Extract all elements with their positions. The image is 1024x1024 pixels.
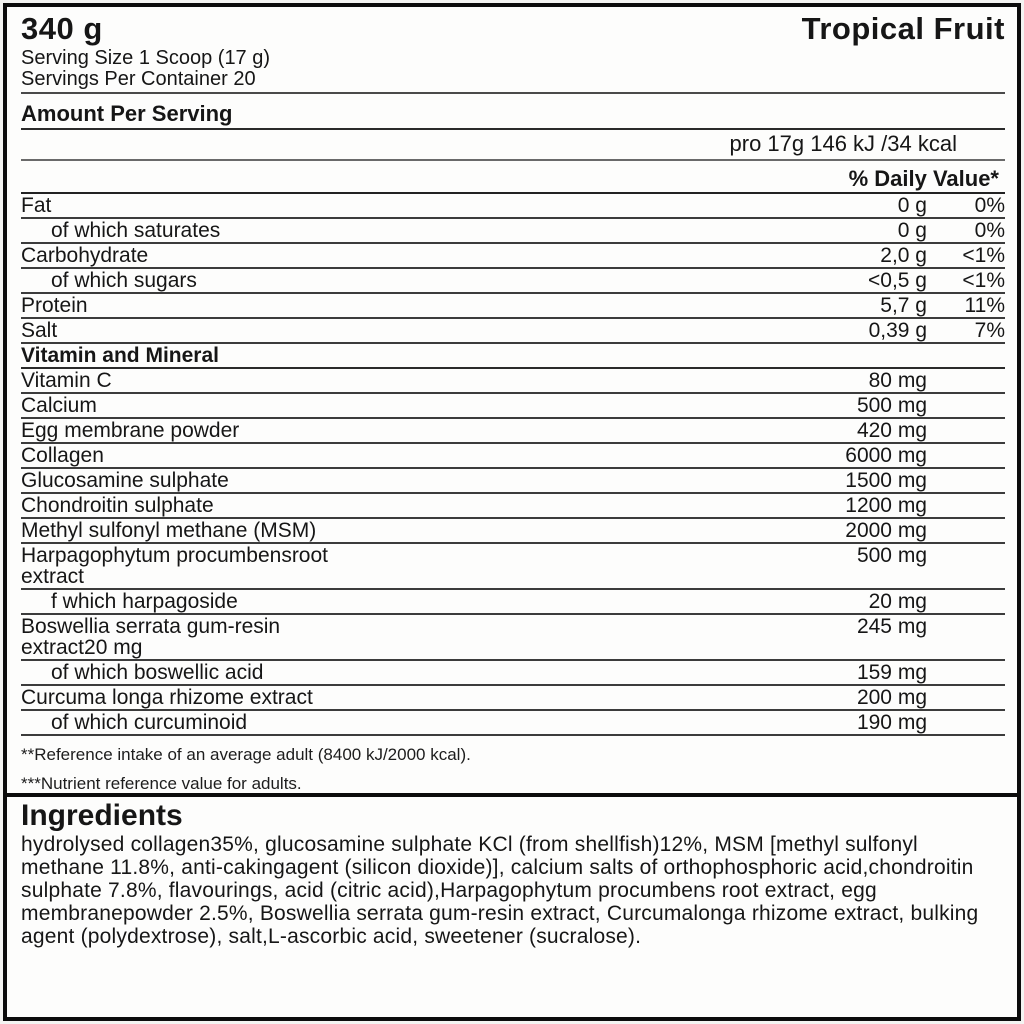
ingredients-text: hydrolysed collagen35%, glucosamine sulp… <box>21 833 979 948</box>
table-row: of which sugars <0,5 g <1% <box>21 269 1005 294</box>
nutrient-name: Methyl sulfonyl methane (MSM) <box>21 519 317 542</box>
nutrient-dv: 7% <box>974 319 1005 342</box>
nutrient-name: Chondroitin sulphate <box>21 494 214 517</box>
vitamin-mineral-section-title: Vitamin and Mineral <box>21 344 1005 369</box>
nutrient-name: Salt <box>21 319 58 342</box>
nutrient-name: Glucosamine sulphate <box>21 469 229 492</box>
nutrient-amount: 0,39 g <box>868 319 927 342</box>
table-row: Calcium 500 mg <box>21 394 1005 419</box>
nutrient-amount: 0 g <box>897 194 927 217</box>
nutrient-dv: 11% <box>964 294 1005 317</box>
nutrient-amount: <0,5 g <box>868 269 927 292</box>
table-row: of which boswellic acid 159 mg <box>21 661 1005 686</box>
nutrient-amount: 1200 mg <box>845 494 927 517</box>
table-row: Carbohydrate 2,0 g <1% <box>21 244 1005 269</box>
table-row: Harpagophytum procumbensroot extract 500… <box>21 544 1005 590</box>
nutrient-name: Egg membrane powder <box>21 419 240 442</box>
nutrient-name: of which sugars <box>51 269 197 292</box>
table-row: Curcuma longa rhizome extract 200 mg <box>21 686 1005 711</box>
table-row: Boswellia serrata gum-resin extract20 mg… <box>21 615 1005 661</box>
table-row: Fat 0 g 0% <box>21 194 1005 219</box>
ingredients-title: Ingredients <box>21 799 183 832</box>
nutrient-dv: <1% <box>962 244 1005 267</box>
nutrient-dv: 0% <box>974 219 1005 242</box>
nutrient-amount: 5,7 g <box>880 294 927 317</box>
nutrient-amount: 20 mg <box>868 590 927 613</box>
footnote-nutrient-reference: ***Nutrient reference value for adults. <box>21 774 302 793</box>
nutrient-name: Protein <box>21 294 88 317</box>
table-row: f which harpagoside 20 mg <box>21 590 1005 615</box>
nutrient-amount: 200 mg <box>856 686 927 709</box>
nutrient-dv: 0% <box>974 194 1005 217</box>
nutrient-amount: 1500 mg <box>845 469 927 492</box>
table-row: Chondroitin sulphate 1200 mg <box>21 494 1005 519</box>
nutrient-name: Calcium <box>21 394 97 417</box>
table-row: Vitamin C 80 mg <box>21 369 1005 394</box>
nutrition-label: 340 g Tropical Fruit Serving Size 1 Scoo… <box>3 3 1021 1021</box>
serving-size: Serving Size 1 Scoop (17 g) <box>21 47 271 69</box>
nutrient-name: Carbohydrate <box>21 244 149 267</box>
footnote-reference-intake: **Reference intake of an average adult (… <box>21 745 471 764</box>
nutrient-amount: 6000 mg <box>845 444 927 467</box>
nutrient-amount: 420 mg <box>856 419 927 442</box>
table-row: Protein 5,7 g 11% <box>21 294 1005 319</box>
table-row: of which curcuminoid 190 mg <box>21 711 1005 736</box>
nutrient-name: of which boswellic acid <box>51 661 264 684</box>
nutrient-name: Curcuma longa rhizome extract <box>21 686 313 709</box>
amount-per-serving-label: Amount Per Serving <box>21 99 1005 130</box>
nutrition-facts-panel: 340 g Tropical Fruit Serving Size 1 Scoo… <box>7 7 1017 793</box>
nutrient-amount: 190 mg <box>856 711 927 734</box>
table-row: of which saturates 0 g 0% <box>21 219 1005 244</box>
nutrient-dv: <1% <box>962 269 1005 292</box>
nutrient-amount: 500 mg <box>856 544 927 567</box>
nutrient-name: f which harpagoside <box>51 590 238 613</box>
nutrient-amount: 2000 mg <box>845 519 927 542</box>
nutrient-name: of which curcuminoid <box>51 711 248 734</box>
table-row: Collagen 6000 mg <box>21 444 1005 469</box>
nutrient-name: of which saturates <box>51 219 221 242</box>
flavor-name: Tropical Fruit <box>801 11 1005 46</box>
nutrient-amount: 245 mg <box>856 615 927 638</box>
nutrient-amount: 159 mg <box>856 661 927 684</box>
nutrient-name: Boswellia serrata gum-resin extract20 mg <box>21 615 281 659</box>
table-row: Egg membrane powder 420 mg <box>21 419 1005 444</box>
table-row: Glucosamine sulphate 1500 mg <box>21 469 1005 494</box>
nutrient-name: Vitamin C <box>21 369 112 392</box>
product-weight: 340 g <box>21 11 103 46</box>
daily-value-header: % Daily Value* <box>21 166 1005 194</box>
table-row: Salt 0,39 g 7% <box>21 319 1005 344</box>
energy-line: pro 17g 146 kJ /34 kcal <box>21 130 1005 161</box>
servings-per-container: Servings Per Container 20 <box>21 69 1005 94</box>
nutrient-name: Harpagophytum procumbensroot extract <box>21 544 329 588</box>
table-row: Methyl sulfonyl methane (MSM) 2000 mg <box>21 519 1005 544</box>
label-header: 340 g Tropical Fruit <box>21 11 1005 47</box>
nutrient-amount: 2,0 g <box>880 244 927 267</box>
ingredients-panel: Ingredients hydrolysed collagen35%, gluc… <box>7 793 1017 1017</box>
nutrient-amount: 80 mg <box>868 369 927 392</box>
nutrient-amount: 500 mg <box>856 394 927 417</box>
nutrient-name: Fat <box>21 194 52 217</box>
nutrient-amount: 0 g <box>897 219 927 242</box>
nutrient-name: Collagen <box>21 444 104 467</box>
